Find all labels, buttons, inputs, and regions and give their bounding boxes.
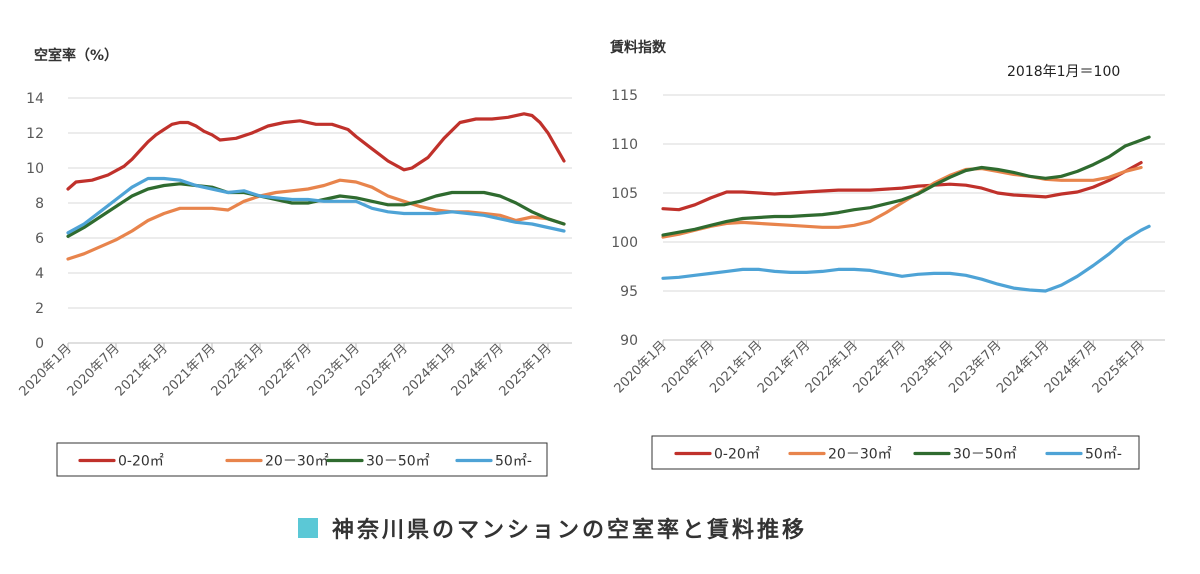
y-tick-label: 100	[611, 235, 638, 251]
chart-title: 賃料指数	[609, 39, 667, 56]
x-tick-label: 2025年1月	[497, 341, 555, 399]
legend-label: 20－30㎡	[828, 447, 892, 463]
legend-label: 30－50㎡	[953, 447, 1017, 463]
legend-label: 0-20㎡	[714, 447, 760, 463]
legend-label: 50㎡-	[1085, 447, 1122, 463]
footer-marker	[298, 518, 318, 538]
y-tick-label: 14	[26, 91, 44, 107]
series-line-0	[661, 161, 1143, 212]
legend-label: 30－50㎡	[366, 454, 430, 470]
y-tick-label: 10	[26, 161, 44, 177]
y-tick-label: 2	[35, 301, 44, 317]
series-line-2	[661, 135, 1151, 237]
series-line-0	[66, 112, 566, 191]
chart-title: 空室率（%）	[34, 47, 118, 64]
y-tick-label: 105	[611, 186, 638, 202]
y-tick-label: 0	[35, 336, 44, 352]
series-line-2	[66, 182, 566, 238]
y-tick-label: 6	[35, 231, 44, 247]
y-tick-label: 90	[620, 333, 638, 349]
chart-annotation: 2018年1月＝100	[1007, 64, 1120, 80]
series-line-1	[66, 178, 566, 261]
y-tick-label: 110	[611, 137, 638, 153]
y-tick-label: 4	[35, 266, 44, 282]
legend-label: 50㎡-	[495, 454, 532, 470]
legend-label: 0-20㎡	[118, 454, 164, 470]
x-tick-label: 2025年1月	[1090, 338, 1148, 396]
y-tick-label: 115	[611, 88, 638, 104]
series-line-3	[661, 224, 1151, 293]
y-tick-label: 12	[26, 126, 44, 142]
y-tick-label: 8	[35, 196, 44, 212]
footer-title: 神奈川県のマンションの空室率と賃料推移	[332, 518, 808, 543]
legend-label: 20－30㎡	[265, 454, 329, 470]
series-line-3	[66, 176, 566, 235]
y-tick-label: 95	[620, 284, 638, 300]
footer-caption: 神奈川県のマンションの空室率と賃料推移	[298, 511, 807, 545]
series-line-1	[661, 165, 1143, 239]
